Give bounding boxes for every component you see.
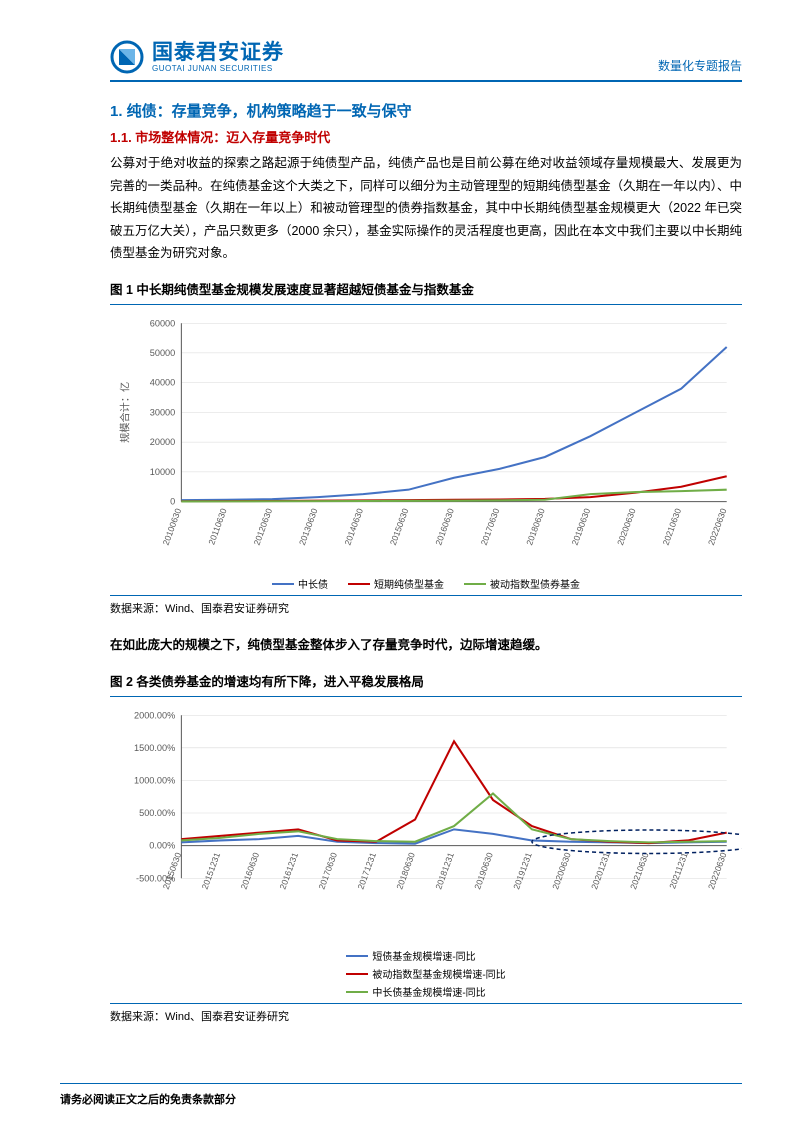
logo-en-text: GUOTAI JUNAN SECURITIES [152,65,284,73]
svg-text:20000: 20000 [150,437,175,447]
svg-text:20181231: 20181231 [433,851,456,891]
svg-text:20150630: 20150630 [161,851,184,891]
svg-text:20210630: 20210630 [628,851,651,891]
svg-text:20180630: 20180630 [524,506,547,546]
svg-text:1500.00%: 1500.00% [134,743,175,753]
logo-block: 国泰君安证券 GUOTAI JUNAN SECURITIES [110,40,284,74]
svg-text:20170630: 20170630 [316,851,339,891]
svg-text:20110630: 20110630 [206,506,228,545]
fig2-legend: 短债基金规模增速-同比被动指数型基金规模增速-同比中长债基金规模增速-同比 [346,948,505,999]
svg-text:20170630: 20170630 [479,506,502,546]
svg-text:20160630: 20160630 [239,851,262,891]
heading-1: 1. 纯债：存量竞争，机构策略趋于一致与保守 [110,100,742,121]
svg-text:20160630: 20160630 [433,506,456,546]
svg-text:40000: 40000 [150,377,175,387]
svg-text:1000.00%: 1000.00% [134,775,175,785]
page-header: 国泰君安证券 GUOTAI JUNAN SECURITIES 数量化专题报告 [110,40,742,82]
svg-text:2000.00%: 2000.00% [134,710,175,720]
svg-text:20150630: 20150630 [388,506,411,546]
svg-text:20210630: 20210630 [661,506,684,546]
svg-text:20211231: 20211231 [667,851,689,890]
svg-text:20100630: 20100630 [161,506,184,546]
page-footer: 请务必阅读正文之后的免责条款部分 [60,1083,742,1108]
svg-text:20151231: 20151231 [200,851,223,891]
fig2-chart-wrap: -500.00%0.00%500.00%1000.00%1500.00%2000… [110,696,742,999]
svg-text:10000: 10000 [150,466,175,476]
svg-text:20171231: 20171231 [355,851,378,891]
svg-text:0.00%: 0.00% [149,841,175,851]
footer-text: 请务必阅读正文之后的免责条款部分 [60,1094,236,1106]
fig1-legend: 中长债 短期纯债型基金 被动指数型债券基金 [110,576,742,591]
svg-text:50000: 50000 [150,347,175,357]
mid-paragraph: 在如此庞大的规模之下，纯债型基金整体步入了存量竞争时代，边际增速趋缓。 [110,634,742,657]
header-right-label: 数量化专题报告 [658,57,742,74]
legend-item: 中长债基金规模增速-同比 [346,984,485,999]
svg-text:30000: 30000 [150,407,175,417]
svg-text:20190630: 20190630 [472,851,495,891]
legend-item: 中长债 [272,576,328,591]
svg-text:规模合计：亿: 规模合计：亿 [118,381,131,442]
svg-text:20120630: 20120630 [252,506,275,546]
logo-icon [110,40,144,74]
svg-text:0: 0 [170,496,175,506]
svg-text:20220630: 20220630 [706,506,729,546]
svg-text:20191231: 20191231 [511,851,534,891]
svg-text:20161231: 20161231 [278,851,301,891]
svg-text:20130630: 20130630 [297,506,320,546]
svg-text:20220630: 20220630 [706,851,729,891]
fig1-chart: 0 10000 20000 30000 40000 50000 60000 20100630 2… [110,313,742,568]
paragraph-1: 公募对于绝对收益的探索之路起源于纯债型产品，纯债产品也是目前公募在绝对收益领域存… [110,152,742,265]
fig1-title: 图 1 中长期纯债型基金规模发展速度显著超越短债基金与指数基金 [110,279,742,298]
legend-item: 被动指数型债券基金 [464,576,580,591]
svg-text:20200630: 20200630 [550,851,573,891]
legend-item: 短债基金规模增速-同比 [346,948,475,963]
svg-text:20180630: 20180630 [394,851,417,891]
svg-text:20140630: 20140630 [342,506,365,546]
heading-1-1: 1.1. 市场整体情况：迈入存量竞争时代 [110,127,742,146]
legend-item: 被动指数型基金规模增速-同比 [346,966,505,981]
fig1-chart-wrap: 0 10000 20000 30000 40000 50000 60000 20100630 2… [110,304,742,592]
svg-text:20201231: 20201231 [589,851,612,891]
fig2-source: 数据来源：Wind、国泰君安证券研究 [110,1003,742,1024]
logo-cn-text: 国泰君安证券 [152,42,284,63]
svg-text:60000: 60000 [150,318,175,328]
svg-text:20190630: 20190630 [570,506,593,546]
svg-text:20200630: 20200630 [615,506,638,546]
fig1-source: 数据来源：Wind、国泰君安证券研究 [110,595,742,616]
svg-text:500.00%: 500.00% [139,808,175,818]
fig2-chart: -500.00%0.00%500.00%1000.00%1500.00%2000… [110,705,742,939]
fig2-title: 图 2 各类债券基金的增速均有所下降，进入平稳发展格局 [110,671,742,690]
legend-item: 短期纯债型基金 [348,576,444,591]
